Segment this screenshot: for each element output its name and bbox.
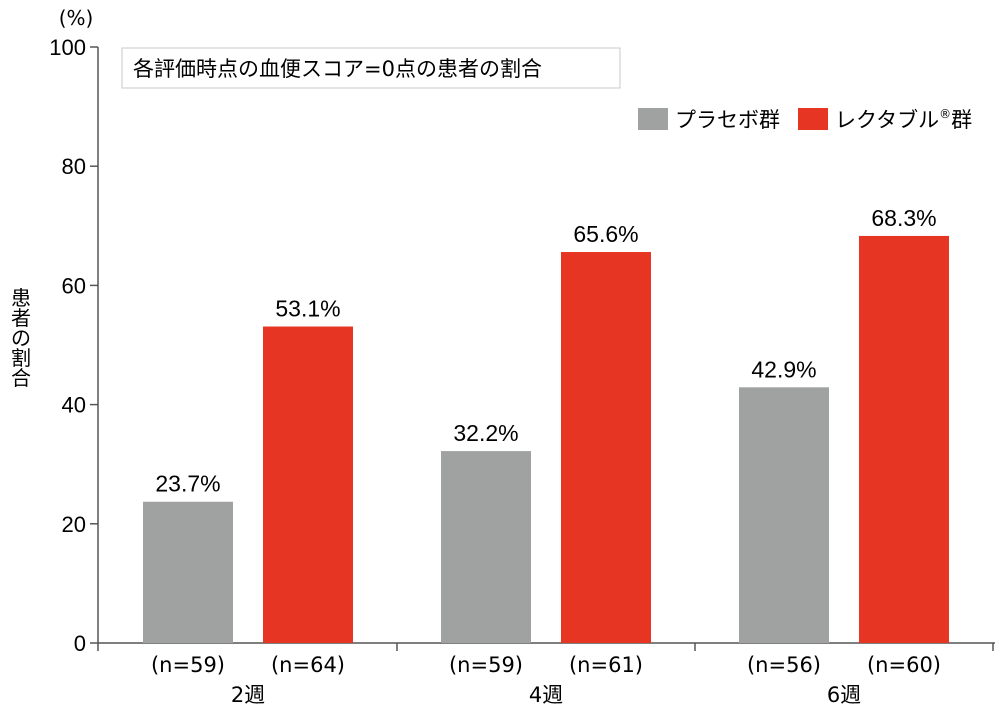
bar-value-label: 65.6% bbox=[573, 221, 638, 247]
bar-rectable bbox=[859, 235, 949, 643]
chart-title-box: 各評価時点の血便スコア=0点の患者の割合 bbox=[121, 47, 621, 89]
bar-rectable bbox=[561, 252, 651, 644]
y-tick-label: 40 bbox=[62, 393, 86, 418]
n-label: (n=56) bbox=[747, 653, 821, 677]
bar-value-label: 32.2% bbox=[453, 420, 518, 446]
x-category-label: 4週 bbox=[529, 683, 563, 707]
bar-value-label: 23.7% bbox=[155, 471, 220, 497]
y-axis-title: 患者の割合 bbox=[11, 286, 31, 390]
legend-label-placebo: プラセボ群 bbox=[675, 108, 780, 132]
x-category-label: 6週 bbox=[827, 683, 861, 707]
n-label: (n=59) bbox=[151, 653, 225, 677]
bar-value-label: 68.3% bbox=[871, 205, 936, 231]
bar-value-label: 42.9% bbox=[751, 356, 816, 382]
bar-rectable bbox=[263, 326, 353, 643]
y-tick-label: 20 bbox=[62, 512, 86, 537]
y-axis-title-char: 患 bbox=[11, 286, 31, 310]
legend-label-rectable: レクタブル®群 bbox=[835, 107, 972, 132]
y-axis-title-char: の bbox=[11, 326, 31, 350]
legend: プラセボ群 レクタブル®群 bbox=[638, 107, 972, 132]
bar-placebo bbox=[143, 501, 233, 643]
axes: 0 20 40 60 80 100 bbox=[49, 35, 995, 656]
n-label: (n=59) bbox=[449, 653, 523, 677]
y-unit-label: (%) bbox=[59, 6, 94, 30]
bars bbox=[143, 235, 949, 644]
n-label: (n=60) bbox=[867, 653, 941, 677]
x-category-label: 2週 bbox=[231, 683, 265, 707]
y-tick-label: 100 bbox=[49, 35, 86, 60]
y-tick-label: 60 bbox=[62, 273, 86, 298]
bar-placebo bbox=[441, 451, 531, 643]
n-label: (n=64) bbox=[271, 653, 345, 677]
chart-title: 各評価時点の血便スコア=0点の患者の割合 bbox=[133, 57, 542, 81]
y-axis-title-char: 割 bbox=[11, 346, 31, 370]
y-tick-label: 80 bbox=[62, 154, 86, 179]
legend-swatch-rectable bbox=[798, 108, 828, 130]
y-axis-title-char: 合 bbox=[11, 366, 31, 390]
y-axis-title-char: 者 bbox=[11, 306, 31, 330]
legend-swatch-placebo bbox=[638, 108, 668, 130]
bar-placebo bbox=[739, 387, 829, 643]
bar-value-label: 53.1% bbox=[275, 296, 340, 322]
n-label: (n=61) bbox=[569, 653, 643, 677]
labels: 23.7% (n=59) 53.1% (n=64)2週 32.2% (n=59) 65.6%… bbox=[151, 205, 941, 707]
y-tick-label: 0 bbox=[74, 631, 86, 656]
